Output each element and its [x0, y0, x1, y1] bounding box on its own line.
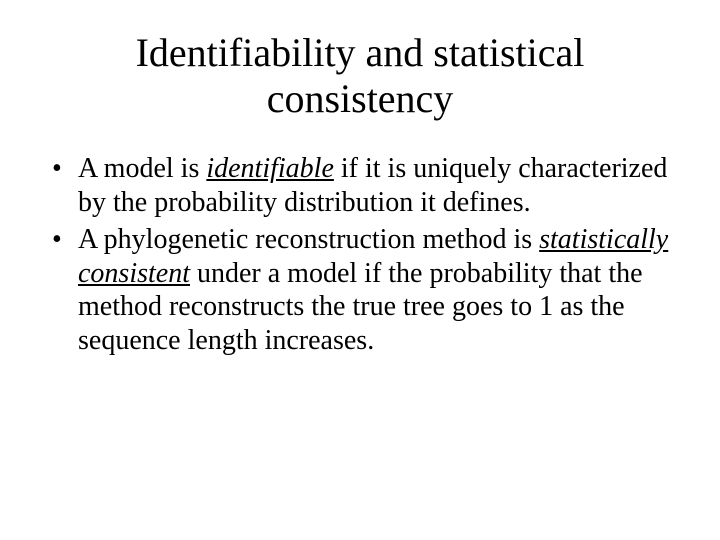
- list-item: A model is identifiable if it is uniquel…: [50, 152, 680, 219]
- bullet-list: A model is identifiable if it is uniquel…: [40, 152, 680, 358]
- bullet-text-emph: identifiable: [206, 153, 334, 184]
- slide-title: Identifiability and statistical consiste…: [40, 30, 680, 122]
- bullet-text-pre: A model is: [78, 153, 206, 184]
- list-item: A phylogenetic reconstruction method is …: [50, 223, 680, 357]
- bullet-text-pre: A phylogenetic reconstruction method is: [78, 224, 539, 255]
